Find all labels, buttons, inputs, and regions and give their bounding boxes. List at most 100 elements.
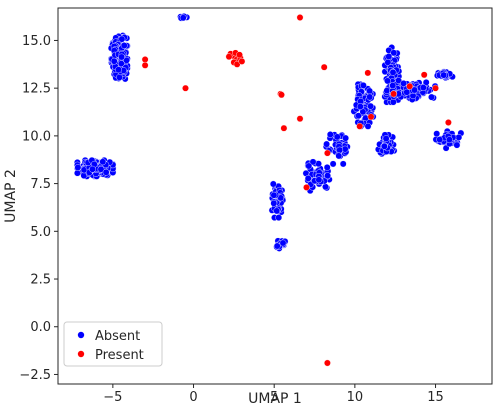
legend-label-present: Present: [95, 348, 144, 363]
y-tick-label: 5.0: [30, 225, 51, 240]
x-axis-label: UMAP 1: [248, 391, 302, 407]
point-absent: [333, 133, 341, 141]
legend-label-absent: Absent: [95, 329, 140, 344]
point-absent: [342, 134, 349, 142]
point-present: [303, 183, 310, 191]
point-absent: [453, 141, 461, 149]
point-present: [182, 84, 189, 92]
point-present: [280, 124, 288, 132]
point-absent: [455, 133, 463, 141]
y-tick-label: 2.5: [30, 273, 51, 288]
point-present: [420, 71, 428, 79]
legend: Absent Present: [63, 321, 163, 367]
point-absent: [120, 42, 128, 49]
point-absent: [339, 160, 347, 168]
point-absent: [275, 214, 283, 222]
point-absent: [440, 71, 448, 79]
point-present: [225, 53, 233, 61]
x-tick-label: 15: [427, 390, 444, 405]
series-absent-points: [74, 12, 465, 252]
point-absent: [329, 160, 337, 168]
point-present: [390, 90, 397, 98]
point-present: [236, 51, 243, 59]
point-absent: [436, 136, 444, 144]
point-absent: [422, 79, 430, 86]
point-present: [278, 91, 285, 99]
point-absent: [270, 191, 278, 199]
point-absent: [335, 152, 343, 160]
point-present: [364, 69, 372, 77]
point-present: [296, 14, 304, 21]
series-present-points: [141, 14, 452, 367]
point-absent: [384, 77, 391, 85]
point-absent: [380, 142, 388, 150]
point-absent: [411, 86, 418, 94]
point-absent: [270, 199, 278, 207]
point-absent: [323, 140, 330, 148]
point-absent: [89, 165, 96, 173]
point-absent: [74, 164, 82, 171]
point-absent: [117, 60, 125, 67]
x-tick-label: 10: [347, 390, 364, 405]
y-tick-label: 7.5: [30, 177, 51, 192]
point-absent: [118, 53, 126, 61]
point-present: [444, 119, 452, 126]
point-absent: [116, 73, 123, 81]
point-absent: [359, 82, 367, 89]
point-absent: [364, 122, 372, 130]
point-present: [323, 359, 331, 367]
y-axis-label: UMAP 2: [3, 169, 19, 223]
point-absent: [433, 130, 441, 138]
point-absent: [279, 239, 287, 247]
point-absent: [385, 53, 393, 60]
point-absent: [403, 88, 411, 96]
x-tick-label: 0: [189, 390, 197, 405]
point-absent: [383, 87, 391, 95]
x-axis-ticks: −5 0 5 10 15: [103, 384, 444, 405]
point-absent: [326, 131, 334, 138]
point-absent: [179, 14, 187, 22]
point-present: [141, 61, 149, 69]
point-absent: [305, 162, 313, 170]
y-tick-label: −2.5: [19, 368, 51, 383]
point-absent: [389, 82, 397, 89]
point-absent: [102, 168, 110, 176]
point-present: [406, 82, 414, 90]
point-absent: [269, 180, 277, 188]
point-absent: [273, 242, 281, 250]
point-present: [356, 122, 364, 130]
point-absent: [389, 69, 397, 76]
x-tick-label: 5: [270, 390, 278, 405]
point-absent: [323, 163, 331, 171]
point-present: [367, 113, 375, 121]
point-absent: [382, 135, 390, 143]
point-absent: [118, 35, 126, 43]
point-present: [238, 58, 246, 65]
legend-box: [63, 321, 163, 367]
point-absent: [324, 172, 331, 180]
point-present: [432, 84, 439, 92]
point-present: [323, 149, 331, 157]
x-tick-label: −5: [103, 390, 122, 405]
point-absent: [336, 146, 344, 154]
point-present: [296, 115, 304, 123]
point-absent: [389, 98, 397, 106]
point-present: [141, 56, 149, 63]
point-absent: [366, 87, 373, 95]
point-absent: [315, 176, 323, 184]
legend-marker-absent: [77, 331, 85, 339]
legend-marker-present: [77, 350, 85, 358]
point-absent: [419, 84, 427, 92]
point-absent: [99, 158, 107, 166]
point-absent: [322, 183, 329, 191]
point-absent: [115, 66, 122, 74]
point-present: [320, 63, 328, 71]
point-absent: [309, 158, 317, 166]
point-absent: [390, 49, 398, 57]
y-tick-label: 10.0: [22, 129, 51, 144]
point-absent: [428, 93, 435, 101]
point-absent: [400, 80, 407, 87]
point-absent: [355, 112, 362, 120]
point-absent: [97, 165, 105, 173]
